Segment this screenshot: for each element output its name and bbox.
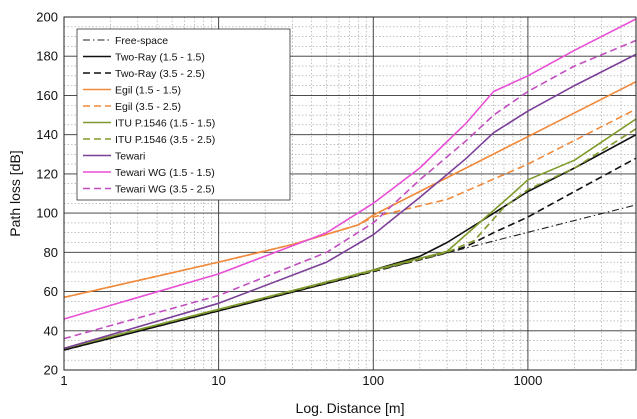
legend-label-2: Two-Ray (3.5 - 2.5) — [115, 68, 205, 80]
legend-label-5: ITU P.1546 (1.5 - 1.5) — [115, 118, 215, 130]
series-lines — [63, 18, 637, 351]
legend: Free-space Two-Ray (1.5 - 1.5) Two-Ray (3.… — [76, 28, 291, 201]
plot-frame — [63, 16, 637, 371]
legend-label-3: Egil (1.5 - 1.5) — [115, 85, 181, 97]
y-tick-label: 120 — [36, 166, 58, 181]
legend-label-8: Tewari WG (1.5 - 1.5) — [115, 167, 215, 179]
y-tick-label: 160 — [36, 88, 58, 103]
x-tick-label: 10 — [211, 373, 225, 388]
y-axis-label: Path loss [dB] — [7, 150, 23, 236]
y-tick-label: 200 — [36, 10, 58, 25]
y-tick-label: 40 — [44, 323, 58, 338]
y-tick-label: 180 — [36, 49, 58, 64]
x-axis-label: Log. Distance [m] — [296, 400, 405, 416]
series-line-8 — [63, 18, 637, 320]
legend-label-7: Tewari — [115, 151, 145, 163]
series-line-7 — [63, 53, 637, 350]
legend-box — [76, 28, 291, 201]
x-tick-label: 1 — [60, 373, 67, 388]
y-tick-label: 60 — [44, 284, 58, 299]
series-line-4 — [63, 108, 637, 299]
y-tick-label: 20 — [44, 363, 58, 378]
series-line-9 — [63, 39, 637, 340]
y-tick-label: 100 — [36, 206, 58, 221]
tick-labels: 1 10 100 1000 20 40 60 80 100 120 140 160 180 200 — [36, 10, 542, 389]
x-tick-label: 100 — [362, 373, 384, 388]
legend-label-4: Egil (3.5 - 2.5) — [115, 101, 181, 113]
legend-label-6: ITU P.1546 (3.5 - 2.5) — [115, 134, 215, 146]
series-line-2 — [63, 157, 637, 351]
series-line-5 — [63, 118, 637, 350]
y-tick-label: 140 — [36, 127, 58, 142]
y-tick-label: 80 — [44, 245, 58, 260]
legend-label-9: Tewari WG (3.5 - 2.5) — [115, 184, 215, 196]
x-tick-label: 1000 — [513, 373, 542, 388]
series-line-6 — [63, 128, 637, 350]
legend-label-1: Two-Ray (1.5 - 1.5) — [115, 52, 205, 64]
legend-label-0: Free-space — [115, 35, 168, 47]
